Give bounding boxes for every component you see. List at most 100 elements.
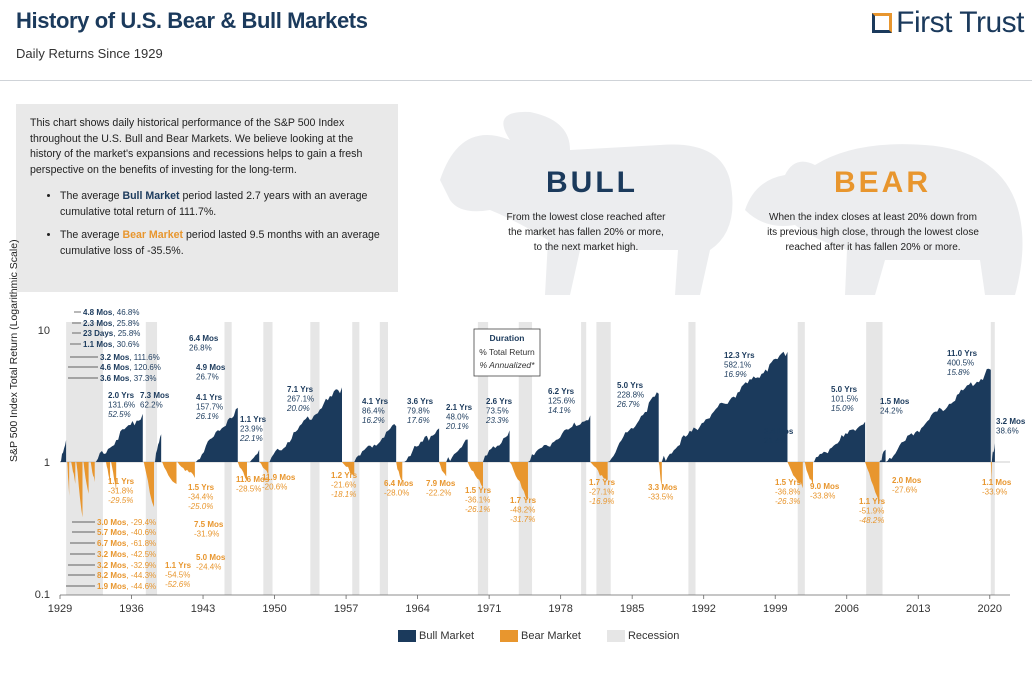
- annotation-return: , -61.8%: [126, 539, 156, 548]
- annotation-line: 1.1 Mos, 30.6%: [83, 340, 139, 349]
- bull-market-area: [879, 449, 886, 462]
- bear-market-area: [177, 462, 195, 478]
- annotation-return: , 46.8%: [112, 308, 139, 317]
- annotation-return: -51.9%: [859, 507, 884, 516]
- logo-mark-icon: [872, 13, 893, 33]
- bull-market-area: [885, 368, 991, 462]
- annotation-line: 4.6 Mos, 120.6%: [100, 363, 161, 372]
- annotation-return: , 120.6%: [129, 363, 161, 372]
- annotation-line: -54.5%: [165, 571, 190, 580]
- annotation-return: 26.7%: [196, 373, 219, 382]
- chart-legend: Bull Market Bear Market Recession: [398, 630, 705, 642]
- recession-band: [66, 322, 103, 595]
- annotation-return: -22.2%: [426, 489, 451, 498]
- key-box-text: Duration: [490, 333, 525, 343]
- bear-market-area: [237, 462, 247, 482]
- annotation-return: -31.9%: [194, 530, 219, 539]
- annotation-label: 23 Days, 25.8%: [83, 329, 140, 338]
- annotation-label: 3.2 Mos, -42.5%: [97, 550, 156, 559]
- annotation-line: -21.6%: [331, 481, 356, 490]
- annotation-annualized: 26.7%: [616, 400, 640, 409]
- annotation-label: 1.1 Yrs -31.8% -29.5%: [108, 477, 135, 505]
- annotation-label: 1.7 Yrs -27.1% -16.9%: [589, 478, 616, 506]
- annotation-line: -31.8%: [108, 487, 133, 496]
- bull-market-emphasis: Bull Market: [122, 189, 180, 202]
- legend-item-bear: Bear Market: [500, 630, 581, 642]
- annotation-return: , 25.8%: [113, 329, 140, 338]
- bear-market-area: [590, 462, 608, 481]
- annotation-label: 1.1 Mos -33.9%: [982, 478, 1012, 497]
- annotation-duration: 3.2 Mos: [100, 353, 130, 362]
- annotation-line: 1.5 Mos: [880, 397, 910, 406]
- annotation-line: -36.1%: [465, 496, 490, 505]
- annotation-duration: 3.2 Mos: [996, 417, 1026, 426]
- annotation-duration: 7.9 Mos: [426, 479, 456, 488]
- annotation-annualized: -31.7%: [510, 515, 535, 524]
- annotation-line: 26.7%: [196, 373, 219, 382]
- annotation-line: -28.0%: [384, 489, 409, 498]
- recession-band: [477, 322, 489, 595]
- annotation-line: 26.1%: [195, 412, 219, 421]
- bullet-text: The average: [60, 229, 123, 242]
- annotation-return: -48.2%: [510, 506, 535, 515]
- annotation-return: 400.5%: [947, 359, 974, 368]
- x-tick-label: 1929: [48, 603, 72, 615]
- annotation-return: 131.6%: [108, 401, 135, 410]
- annotation-duration: 5.0 Yrs: [831, 385, 858, 394]
- annotation-annualized: 20.0%: [286, 404, 310, 413]
- annotation-annualized: -26.1%: [465, 505, 490, 514]
- annotation-line: 20.0%: [286, 404, 310, 413]
- annotation-line: 23.9%: [240, 425, 263, 434]
- bull-market-area: [155, 434, 162, 462]
- annotation-line: 2.3 Mos, 25.8%: [83, 319, 139, 328]
- annotation-duration: 3.6 Yrs: [407, 397, 434, 406]
- annotation-label: 4.1 Yrs 157.7% 26.1%: [195, 393, 223, 421]
- bull-market-area: [195, 407, 238, 462]
- bear-market-area: [259, 462, 269, 476]
- annotation-duration: 4.1 Yrs: [196, 393, 223, 402]
- page-subtitle: Daily Returns Since 1929: [16, 46, 163, 61]
- bear-market-area: [990, 462, 992, 486]
- annotation-line: 3.0 Mos, -29.4%: [97, 518, 156, 527]
- bull-market-area: [607, 392, 659, 462]
- annotation-return: , -29.4%: [126, 518, 156, 527]
- annotation-label: 11.0 Yrs 400.5% 15.8%: [947, 349, 978, 377]
- annotation-line: -52.6%: [165, 580, 190, 589]
- annotation-line: -48.2%: [859, 516, 884, 525]
- annotation-line: 23.3%: [485, 416, 509, 425]
- annotation-line: 131.6%: [108, 401, 135, 410]
- bull-market-area: [527, 415, 591, 462]
- bear-market-area: [71, 462, 76, 484]
- annotation-return: 157.7%: [196, 403, 223, 412]
- annotation-duration: 1.7 Yrs: [589, 478, 616, 487]
- desc-line: reached after it has fallen 20% or more.: [785, 242, 961, 253]
- bull-description: From the lowest close reached after the …: [490, 210, 682, 255]
- annotation-duration: 2.0 Mos: [892, 476, 922, 485]
- annotation-line: 4.8 Mos, 46.8%: [83, 308, 139, 317]
- annotation-line: 1.5 Yrs: [465, 486, 492, 495]
- annotation-duration: 1.1 Yrs: [240, 415, 267, 424]
- annotation-line: 3.6 Yrs: [407, 397, 434, 406]
- bull-market-area: [814, 421, 866, 462]
- first-trust-logo: First Trust: [872, 6, 1024, 40]
- annotation-return: 125.6%: [548, 397, 575, 406]
- key-box-text: % Total Return: [479, 347, 535, 357]
- bear-market-area: [865, 462, 880, 504]
- annotation-label: 11.9 Mos -20.6%: [262, 473, 296, 492]
- annotation-label: 4.1 Yrs 86.4% 16.2%: [362, 397, 389, 425]
- annotation-line: -27.6%: [892, 486, 917, 495]
- annotation-line: 23 Days, 25.8%: [83, 329, 140, 338]
- annotation-annualized: 52.5%: [108, 410, 131, 419]
- recession-band: [866, 322, 883, 595]
- annotation-line: 4.9 Mos: [196, 363, 226, 372]
- annotation-return: 582.1%: [724, 361, 751, 370]
- annotation-duration: 1.2 Yrs: [331, 471, 358, 480]
- annotation-duration: 1.5 Yrs: [775, 478, 802, 487]
- annotation-return: -27.1%: [589, 488, 614, 497]
- annotation-line: 11.6 Mos: [236, 475, 270, 484]
- annotation-duration: 3.0 Mos: [97, 518, 127, 527]
- annotation-line: -25.0%: [188, 502, 213, 511]
- annotation-return: , -44.6%: [126, 582, 156, 591]
- annotation-line: 5.0 Yrs: [617, 381, 644, 390]
- annotation-label: 2.3 Mos, 25.8%: [83, 319, 139, 328]
